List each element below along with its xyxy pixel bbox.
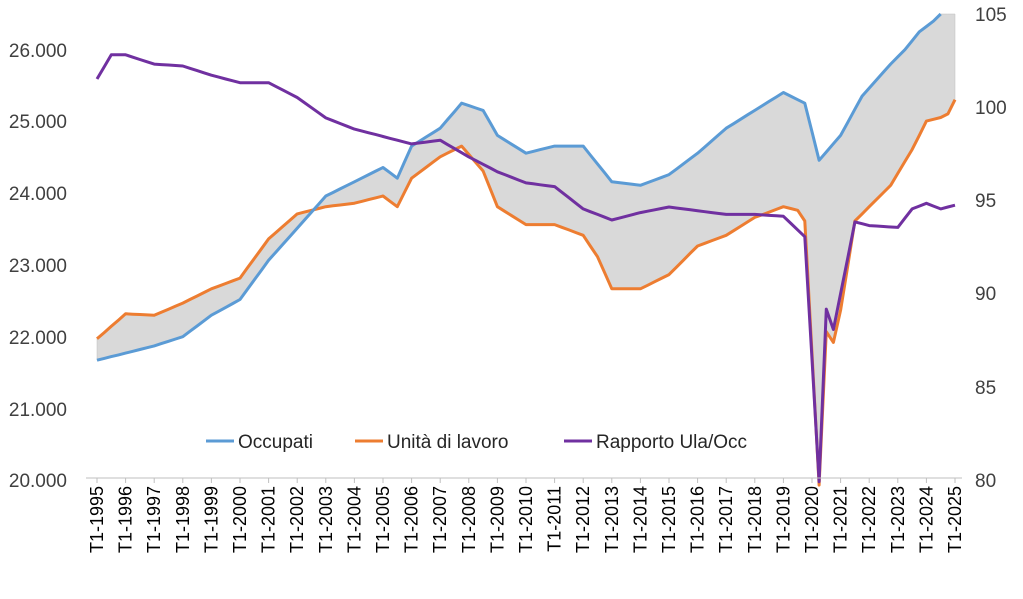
x-tick-label: T1-1999 — [201, 486, 221, 553]
x-tick-label: T1-2012 — [573, 486, 593, 553]
right-tick-label: 90 — [975, 284, 996, 305]
right-y-axis: 80 85 90 95 100 105 — [975, 5, 1007, 492]
legend-label-unita: Unità di lavoro — [387, 432, 508, 453]
x-tick-label: T1-2019 — [773, 486, 793, 553]
x-tick-label: T1-2008 — [459, 486, 479, 553]
left-tick-label: 21.000 — [9, 400, 67, 421]
left-tick-label: 22.000 — [9, 328, 67, 349]
x-tick-label: T1-2015 — [659, 486, 679, 553]
x-tick-label: T1-1998 — [173, 486, 193, 553]
right-tick-label: 100 — [975, 98, 1007, 119]
right-tick-label: 105 — [975, 5, 1007, 26]
x-tick-label: T1-2022 — [859, 486, 879, 553]
left-tick-label: 23.000 — [9, 256, 67, 277]
x-tick-label: T1-1996 — [116, 486, 136, 553]
x-axis: T1-1995 T1-1996 T1-1997 T1-1998 T1-1999 T1-20… — [86, 477, 965, 553]
legend: Occupati Unità di lavoro Rapporto Ula/Oc… — [206, 432, 747, 453]
gap-area-layer — [96, 13, 956, 486]
series-line-rapporto-ula-occ — [95, 53, 956, 484]
x-tick-label: T1-2024 — [916, 486, 936, 553]
x-tick-label: T1-2021 — [831, 486, 851, 553]
x-tick-label: T1-2005 — [373, 486, 393, 553]
right-tick-label: 80 — [975, 471, 996, 492]
x-tick-label: T1-2014 — [630, 486, 650, 553]
x-tick-label: T1-2010 — [516, 486, 536, 553]
x-tick-label: T1-2016 — [688, 486, 708, 553]
x-tick-label: T1-2001 — [259, 486, 279, 553]
left-tick-label: 24.000 — [9, 184, 67, 205]
x-tick-label: T1-2011 — [545, 486, 565, 552]
x-tick-label: T1-2003 — [316, 486, 336, 553]
left-tick-label: 25.000 — [9, 112, 67, 133]
x-tick-label: T1-2023 — [888, 486, 908, 553]
x-tick-label: T1-2020 — [802, 486, 822, 553]
legend-label-occupati: Occupati — [238, 432, 313, 453]
x-tick-label: T1-1997 — [144, 486, 164, 553]
right-tick-label: 85 — [975, 378, 996, 399]
x-tick-label: T1-2006 — [402, 486, 422, 553]
right-tick-label: 95 — [975, 191, 996, 212]
x-tick-label: T1-2004 — [344, 486, 364, 553]
left-tick-label: 20.000 — [9, 471, 67, 492]
legend-label-rapporto: Rapporto Ula/Occ — [596, 432, 747, 453]
gap-area — [96, 13, 956, 486]
series-lines-layer — [95, 12, 957, 487]
left-tick-label: 26.000 — [9, 41, 67, 62]
x-tick-label: T1-1995 — [87, 486, 107, 553]
x-tick-label: T1-2018 — [745, 486, 765, 553]
x-tick-label: T1-2025 — [945, 486, 965, 553]
x-tick-label: T1-2002 — [287, 486, 307, 553]
x-tick-label: T1-2009 — [487, 486, 507, 553]
x-tick-label: T1-2013 — [602, 486, 622, 553]
x-tick-label: T1-2000 — [230, 486, 250, 553]
x-tick-label: T1-2017 — [716, 486, 736, 553]
x-tick-label: T1-2007 — [430, 486, 450, 553]
series-line-occupati — [96, 12, 942, 362]
left-y-axis: 20.000 21.000 22.000 23.000 24.000 25.00… — [9, 41, 67, 492]
